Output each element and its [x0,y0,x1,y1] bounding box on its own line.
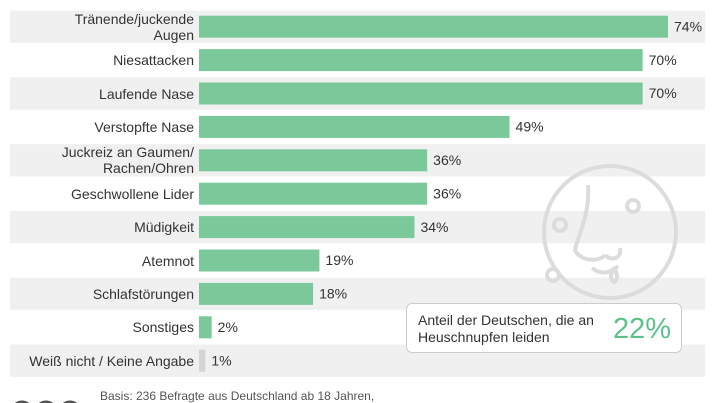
value-label: 2% [218,319,238,335]
category-label: Müdigkeit [134,219,194,236]
category-label: Tränende/juckende Augen [74,10,194,43]
logo [14,400,78,403]
bar [199,249,320,272]
footnote: Basis: 236 Befragte aus Deutschland ab 1… [100,389,375,403]
category-label: Niesattacken [113,52,194,69]
bar [199,82,643,105]
category-label: Weiß nicht / Keine Angabe [29,352,194,369]
inset-text: Anteil der Deutschen, die an Heuschnupfe… [418,312,594,345]
value-label: 70% [649,85,677,101]
category-label: Laufende Nase [99,85,194,102]
category-label: Juckreiz an Gaumen/ Rachen/Ohren [61,144,194,177]
value-label: 1% [211,352,231,368]
bar [199,115,510,138]
bar [199,349,206,372]
value-label: 34% [420,219,448,235]
value-label: 70% [649,52,677,68]
value-label: 74% [674,18,702,34]
category-label: Sonstiges [132,319,194,336]
bar [199,316,212,339]
category-label: Schlafstörungen [92,285,194,302]
bar [199,149,428,172]
category-label: Atemnot [141,252,194,269]
inset-box: Anteil der Deutschen, die an Heuschnupfe… [406,303,682,353]
value-label: 36% [433,152,461,168]
bar [199,182,428,205]
bar [199,49,643,72]
category-label: Geschwollene Lider [71,185,194,202]
nose-icon [542,164,678,300]
value-label: 19% [325,252,353,268]
bar [199,282,314,305]
inset-value: 22% [612,313,671,345]
value-label: 36% [433,185,461,201]
bar [199,15,668,38]
category-label: Verstopfte Nase [94,118,194,135]
bar [199,216,415,239]
value-label: 49% [516,119,544,135]
value-label: 18% [319,286,347,302]
